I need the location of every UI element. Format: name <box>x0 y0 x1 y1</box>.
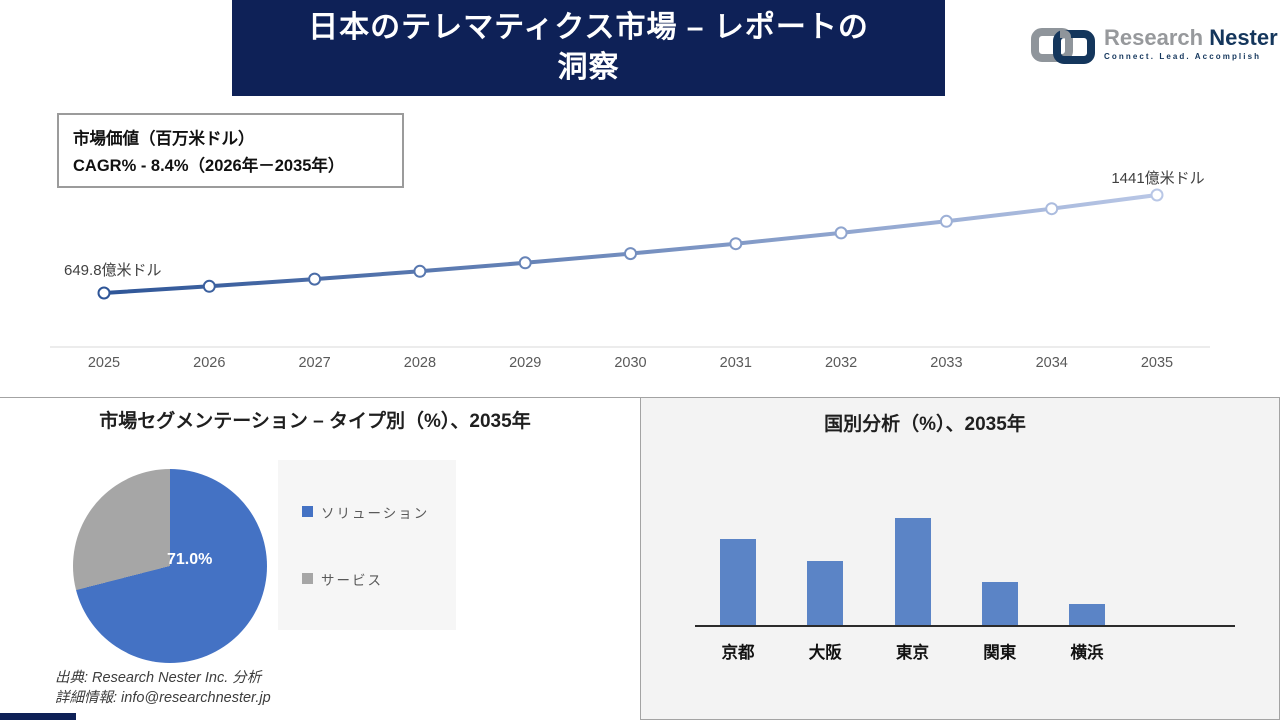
data-point-2035 <box>1150 188 1164 202</box>
data-point-2030 <box>624 247 637 261</box>
header-banner: 日本のテレマティクス市場 – レポートの 洞察 <box>232 0 945 96</box>
year-tick-2034: 2034 <box>1036 355 1068 371</box>
page-title-line2: 洞察 <box>557 51 620 84</box>
bar-category-label: 関東 <box>983 644 1017 662</box>
data-point-2027 <box>308 272 322 286</box>
country-bar-chart: 京都 大阪 東京 関東 横浜 <box>695 450 1235 662</box>
bar-東京 <box>894 517 931 625</box>
data-point-2031 <box>729 237 743 251</box>
bar-京都 <box>720 539 756 625</box>
data-point-2029 <box>518 256 532 270</box>
service-swatch-icon <box>302 573 313 584</box>
year-tick-2025: 2025 <box>88 355 120 371</box>
bar-category-label: 横浜 <box>1070 644 1104 662</box>
research-nester-logo: Research Nester Connect. Lead. Accomplis… <box>1030 26 1278 71</box>
section-divider <box>0 397 641 398</box>
legend-item-service: サービス <box>302 569 450 589</box>
data-point-2028 <box>413 264 427 278</box>
segmentation-chart-title: 市場セグメンテーション – タイプ別（%）、2035年 <box>99 411 531 432</box>
logo-word-nester: Nester <box>1209 25 1278 50</box>
market-value-label: 市場価値（百万米ドル） <box>73 130 255 148</box>
source-line: 出典: Research Nester Inc. 分析 <box>55 670 262 686</box>
logo-text: Research Nester Connect. Lead. Accomplis… <box>1104 26 1278 62</box>
bar-関東 <box>981 582 1018 625</box>
bar-category-label: 京都 <box>721 644 755 662</box>
data-point-2032 <box>834 226 848 240</box>
year-tick-2033: 2033 <box>930 355 962 371</box>
year-tick-2032: 2032 <box>825 355 857 371</box>
year-tick-2031: 2031 <box>720 355 752 371</box>
legend-item-solution: ソリューション <box>302 502 450 522</box>
year-tick-2035: 2035 <box>1141 355 1173 371</box>
year-tick-2027: 2027 <box>298 355 330 371</box>
trend-line <box>102 193 1159 295</box>
data-point-2034 <box>1045 202 1059 216</box>
contact-line: 詳細情報: info@researchnester.jp <box>55 690 271 706</box>
source-note: 出典: Research Nester Inc. 分析 詳細情報: info@r… <box>55 668 271 708</box>
data-point-2026 <box>202 279 216 293</box>
bar-大阪 <box>807 560 844 625</box>
bar-category-label: 東京 <box>896 644 929 662</box>
segmentation-pie-chart <box>73 469 267 663</box>
bar-横浜 <box>1069 603 1105 625</box>
footer-accent-bar <box>0 713 76 720</box>
solution-swatch-icon <box>302 506 313 517</box>
year-tick-2026: 2026 <box>193 355 225 371</box>
legend-label-service: サービス <box>321 572 383 588</box>
market-value-cagr-box: 市場価値（百万米ドル） CAGR% - 8.4%（2026年－2035年） <box>57 113 404 188</box>
end-value-label: 1441億米ドル <box>1111 170 1204 187</box>
year-tick-2030: 2030 <box>614 355 646 371</box>
logo-tagline: Connect. Lead. Accomplish <box>1104 52 1262 61</box>
data-point-2025 <box>97 286 111 300</box>
bar-category-label: 大阪 <box>808 644 842 662</box>
chain-links-icon <box>1030 26 1096 71</box>
pie-legend: ソリューション サービス <box>278 460 456 630</box>
page-title-line1: 日本のテレマティクス市場 – レポートの <box>308 11 869 44</box>
logo-word-research: Research <box>1104 25 1204 50</box>
year-tick-2028: 2028 <box>404 355 436 371</box>
legend-label-solution: ソリューション <box>321 505 430 521</box>
cagr-label: CAGR% - 8.4%（2026年－2035年） <box>73 157 345 175</box>
data-point-2033 <box>939 214 953 228</box>
logo-brand-name: Research Nester <box>1104 26 1278 50</box>
start-value-label: 649.8億米ドル <box>64 262 162 279</box>
country-chart-title: 国別分析（%）、2035年 <box>824 414 1026 435</box>
market-trend-line-chart: 2025 2026 2027 2028 2029 2030 2031 2032 2033 2034… <box>50 170 1210 371</box>
pie-data-label: 71.0% <box>167 551 213 568</box>
year-tick-2029: 2029 <box>509 355 541 371</box>
